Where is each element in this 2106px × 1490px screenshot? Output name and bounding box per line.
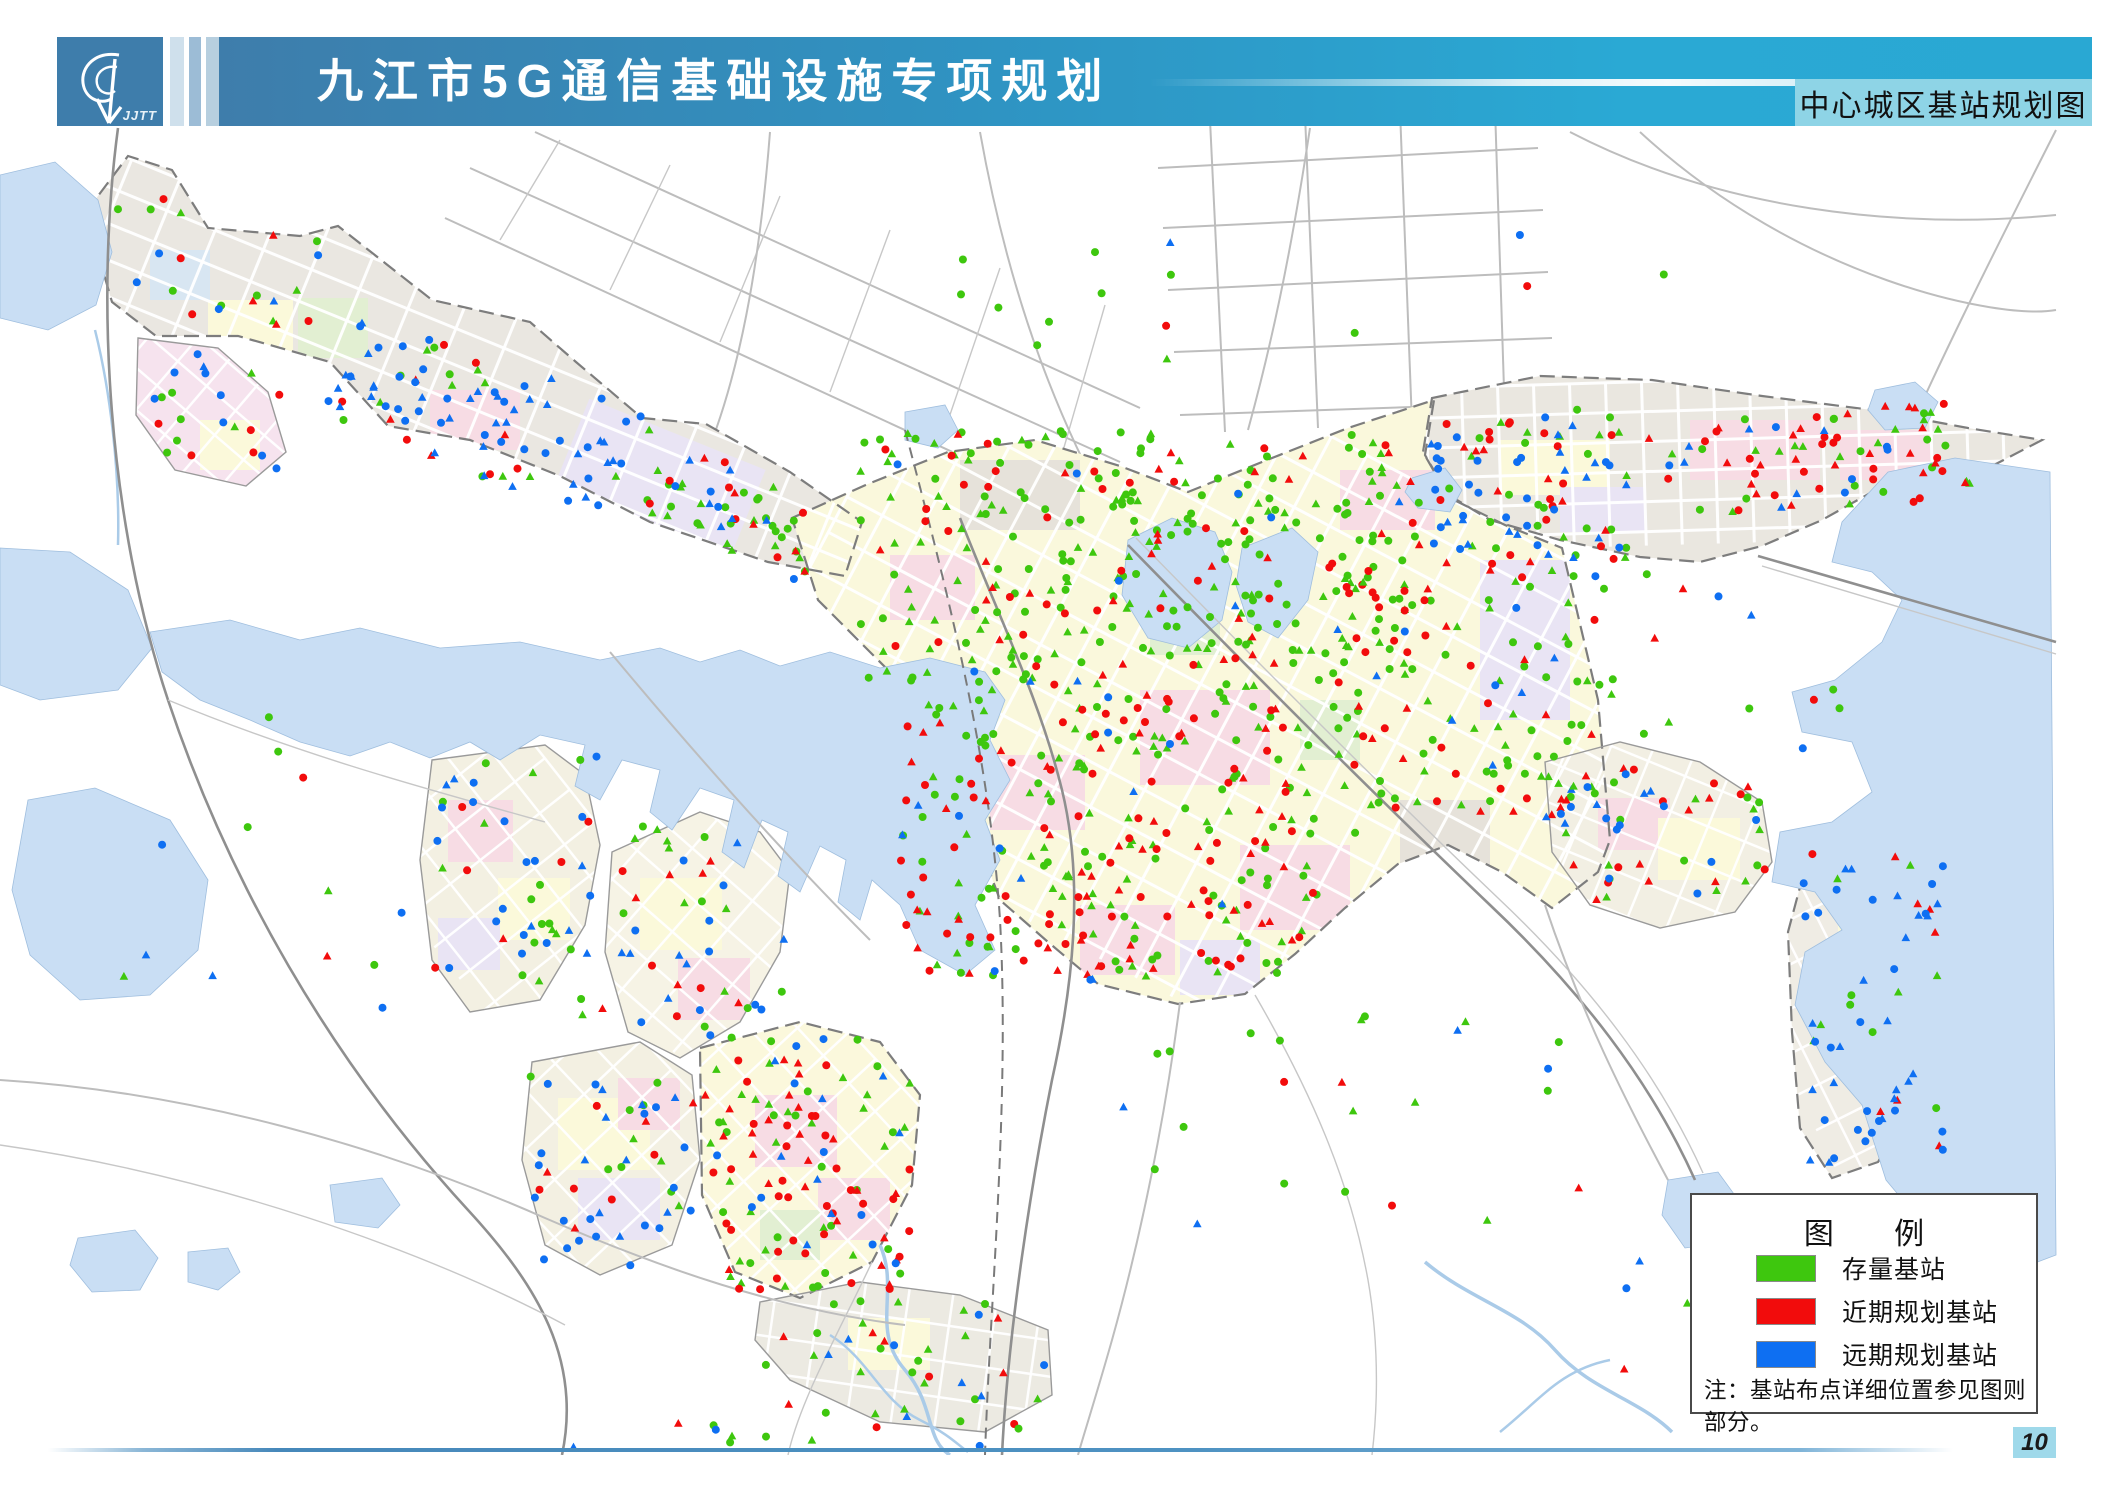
footer-rule xyxy=(48,1448,1953,1452)
legend-item-long-term: 远期规划基站 xyxy=(1756,1336,1998,1372)
map-sheet-label: 中心城区基站规划图 xyxy=(1795,79,2092,126)
header-stripes xyxy=(163,37,219,126)
map-legend: 图 例 存量基站 近期规划基站 远期规划基站 注：基站布点详细位置参见图则部分。 xyxy=(1690,1193,2038,1435)
legend-swatch-long-term xyxy=(1756,1340,1816,1368)
legend-item-near-term: 近期规划基站 xyxy=(1756,1293,1998,1329)
legend-swatch-near-term xyxy=(1756,1297,1816,1325)
logo-text: JJTT xyxy=(122,108,157,123)
antenna-icon xyxy=(81,52,123,125)
header-shine-stripe xyxy=(1149,79,2092,86)
base-station-markers xyxy=(114,195,1974,1451)
legend-title: 图 例 xyxy=(1803,1218,1951,1251)
city-map-canvas xyxy=(0,110,2057,1455)
legend-note: 注：基站布点详细位置参见图则部分。 xyxy=(1704,1378,2027,1435)
header-bar: 九江市5G通信基础设施专项规划 中心城区基站规划图 xyxy=(219,37,2092,126)
legend-swatch-existing xyxy=(1756,1254,1816,1282)
page-number-box: 10 xyxy=(2013,1427,2056,1458)
page-header: JJTT 九江市5G通信基础设施专项规划 中心城区基站规划图 xyxy=(57,37,2092,126)
roads-streams xyxy=(0,127,2057,1455)
page-title: 九江市5G通信基础设施专项规划 xyxy=(317,55,1112,107)
legend-item-existing: 存量基站 xyxy=(1756,1250,1946,1286)
jjtt-logo: JJTT xyxy=(57,37,163,126)
page-number: 10 xyxy=(2021,1428,2048,1456)
